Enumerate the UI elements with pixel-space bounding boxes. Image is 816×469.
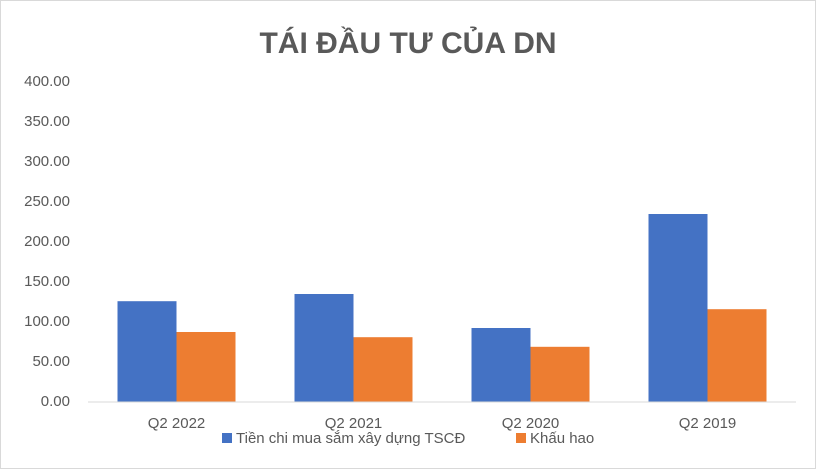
bar [294,294,354,402]
x-tick-label: Q2 2020 [502,415,560,432]
bar [530,346,590,402]
bar [648,214,708,402]
legend-swatch [222,433,232,443]
x-tick-label: Q2 2021 [325,415,383,432]
bar [176,332,236,402]
legend-swatch [516,433,526,443]
legend-label: Tiền chi mua sắm xây dựng TSCĐ [236,430,465,447]
bar [471,328,531,402]
y-tick-label: 150.00 [24,273,70,290]
y-tick-label: 0.00 [41,393,70,410]
chart-title: TÁI ĐẦU TƯ CỦA DN [259,26,556,60]
y-tick-label: 300.00 [24,153,70,170]
bar [707,309,767,402]
x-tick-label: Q2 2019 [679,415,737,432]
y-tick-label: 200.00 [24,233,70,250]
bar [353,337,413,402]
y-tick-label: 50.00 [32,353,70,370]
x-tick-label: Q2 2022 [148,415,206,432]
y-tick-label: 350.00 [24,113,70,130]
y-tick-label: 100.00 [24,313,70,330]
y-tick-label: 250.00 [24,193,70,210]
bar [117,301,177,402]
legend-label: Khấu hao [530,430,594,447]
y-tick-label: 400.00 [24,73,70,90]
